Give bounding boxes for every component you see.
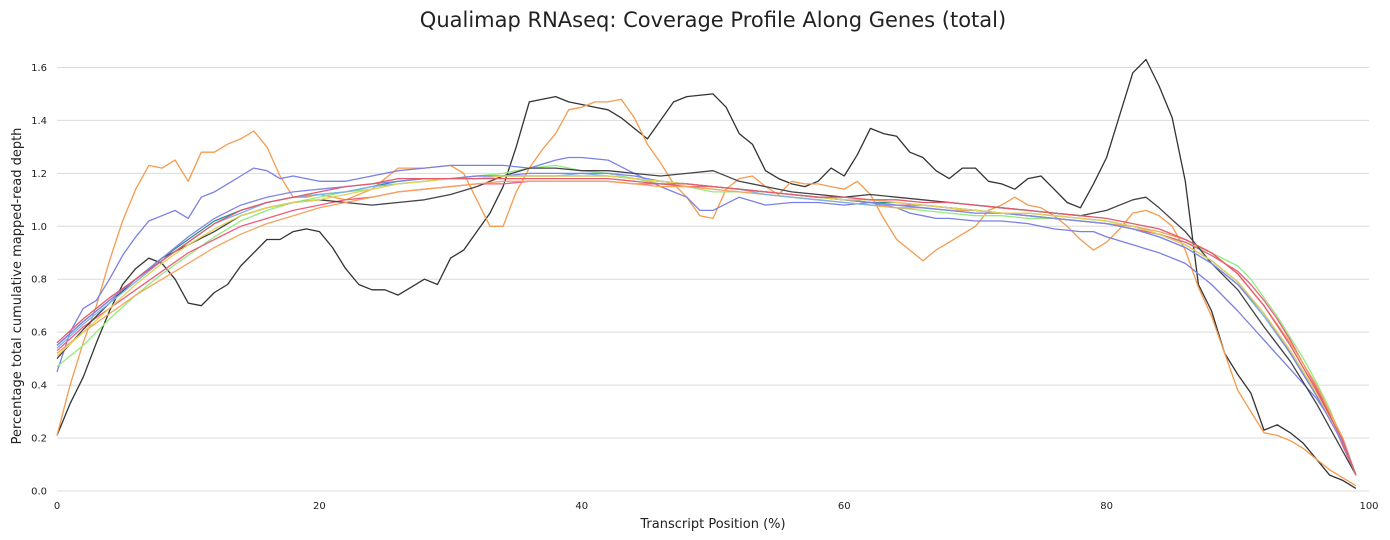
series-line	[56, 175, 1357, 476]
tick-labels: 0.0 0.2 0.4 0.6 0.8 1.0 1.2 1.4 1.6 0 20 40 60 80 100	[31, 63, 1378, 512]
x-axis-label: Transcript Position (%)	[639, 517, 785, 532]
y-tick-label: 1.0	[31, 222, 47, 233]
y-tick-label: 0.0	[31, 487, 47, 498]
x-tick-label: 40	[575, 501, 588, 512]
series-line	[56, 180, 1357, 476]
chart-title: Qualimap RNAseq: Coverage Profile Along …	[420, 8, 1006, 32]
y-tick-label: 0.6	[31, 328, 47, 339]
x-tick-label: 20	[313, 501, 326, 512]
series-line	[56, 156, 1357, 476]
y-tick-label: 0.4	[31, 381, 47, 392]
series-line	[56, 177, 1357, 476]
y-axis-label: Percentage total cumulative mapped-read …	[10, 128, 25, 445]
x-tick-label: 0	[54, 501, 60, 512]
series-line	[56, 98, 1357, 487]
series-line	[56, 172, 1357, 476]
y-tick-label: 0.8	[31, 275, 47, 286]
x-tick-label: 80	[1100, 501, 1113, 512]
y-tick-label: 1.4	[31, 116, 47, 127]
series-line	[56, 172, 1357, 476]
series-line	[56, 58, 1357, 489]
series-lines	[56, 58, 1357, 489]
series-line	[56, 175, 1357, 476]
x-tick-label: 100	[1359, 501, 1378, 512]
series-line	[56, 167, 1357, 476]
y-tick-label: 1.2	[31, 169, 47, 180]
y-tick-label: 1.6	[31, 63, 47, 74]
gridlines	[57, 66, 1369, 492]
series-line	[56, 180, 1357, 476]
x-tick-label: 60	[838, 501, 851, 512]
y-tick-label: 0.2	[31, 434, 47, 445]
